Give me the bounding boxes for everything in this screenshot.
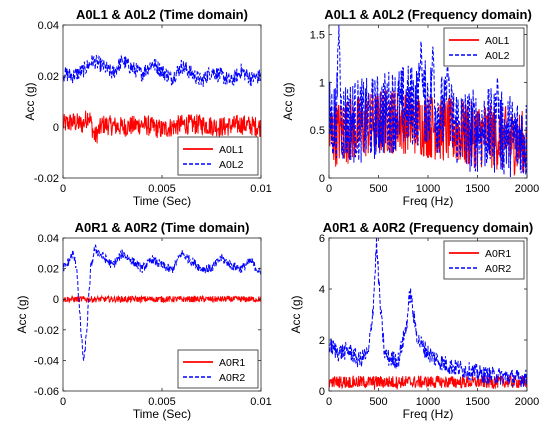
legend: A0R1 A0R2: [177, 349, 259, 389]
y-axis-label: Acc (g): [23, 82, 37, 120]
legend-label-a0l1: A0L1: [219, 144, 244, 156]
x-tick-label: 2000: [515, 396, 539, 408]
legend-label-a0l2: A0L2: [485, 50, 510, 62]
legend-label-a0r2: A0R2: [219, 372, 245, 384]
y-tick-label: 0.5: [310, 125, 325, 137]
y-tick-label: 0: [319, 173, 325, 185]
y-tick-label: 0.04: [38, 233, 59, 245]
series-line-a0r2: [63, 243, 261, 361]
subplot-a0l-frequency: A0L1 & A0L2 (Frequency domain) Freq (Hz)…: [281, 7, 539, 208]
subplot-a0r-time: A0R1 & A0R2 (Time domain) Time (Sec) Acc…: [15, 220, 272, 421]
legend: A0L1 A0L2: [177, 136, 259, 176]
y-axis-label: Acc (g): [15, 295, 29, 333]
y-tick-label: 0: [53, 294, 59, 306]
legend-label-a0l2: A0L2: [219, 159, 244, 171]
x-tick-label: 1500: [465, 396, 489, 408]
x-tick-label: 0: [60, 396, 66, 408]
x-tick-label: 0.01: [250, 183, 271, 195]
x-tick-label: 0: [60, 183, 66, 195]
y-tick-label: 1: [319, 77, 325, 89]
chart-title: A0R1 & A0R2 (Time domain): [75, 220, 250, 235]
x-tick-label: 500: [369, 183, 387, 195]
legend-label-a0r1: A0R1: [219, 357, 245, 369]
y-tick-label: -0.02: [34, 325, 59, 337]
x-tick-label: 2000: [515, 183, 539, 195]
y-tick-label: 0: [53, 122, 59, 134]
x-tick-label: 1500: [465, 183, 489, 195]
series-line-a0r1: [63, 294, 261, 304]
y-tick-label: -0.02: [34, 173, 59, 185]
x-tick-label: 500: [369, 396, 387, 408]
x-tick-label: 1000: [416, 183, 440, 195]
legend-label-a0r1: A0R1: [485, 248, 511, 260]
chart-title: A0L1 & A0L2 (Frequency domain): [324, 7, 532, 22]
x-axis-label: Freq (Hz): [403, 407, 454, 421]
y-tick-label: 0.02: [38, 264, 59, 276]
y-tick-label: 0: [319, 386, 325, 398]
y-tick-label: 1.5: [310, 30, 325, 42]
series-line-a0r1: [329, 374, 527, 390]
legend-box: [177, 136, 259, 176]
series-line-a0l1: [63, 110, 261, 144]
x-axis-label: Freq (Hz): [403, 194, 454, 208]
y-axis-label: Acc (g): [281, 82, 295, 120]
legend-box: [177, 349, 259, 389]
y-tick-label: 4: [319, 284, 325, 296]
y-tick-label: -0.04: [34, 355, 59, 367]
series-line-a0l2: [63, 54, 261, 87]
legend-box: [443, 240, 525, 280]
y-axis-label: Acc (g): [289, 295, 303, 333]
subplot-a0r-frequency: A0R1 & A0R2 (Frequency domain) Freq (Hz)…: [289, 220, 539, 421]
subplot-a0l-time: A0L1 & A0L2 (Time domain) Time (Sec) Acc…: [23, 7, 272, 208]
series-line-a0l2: [329, 25, 527, 178]
y-tick-label: 6: [319, 233, 325, 245]
series-line-a0r2: [329, 238, 527, 388]
y-tick-label: -0.06: [34, 386, 59, 398]
chart-title: A0L1 & A0L2 (Time domain): [76, 7, 248, 22]
y-tick-label: 0.04: [38, 20, 59, 32]
x-tick-label: 0.005: [148, 183, 176, 195]
x-tick-label: 1000: [416, 396, 440, 408]
x-axis-label: Time (Sec): [133, 407, 191, 421]
legend-label-a0r2: A0R2: [485, 263, 511, 275]
x-tick-label: 0.005: [148, 396, 176, 408]
legend: A0R1 A0R2: [443, 240, 525, 280]
y-tick-label: 2: [319, 335, 325, 347]
y-tick-label: 0.02: [38, 71, 59, 83]
legend-box: [443, 27, 525, 67]
legend-label-a0l1: A0L1: [485, 35, 510, 47]
x-axis-label: Time (Sec): [133, 194, 191, 208]
x-tick-label: 0: [326, 396, 332, 408]
x-tick-label: 0: [326, 183, 332, 195]
legend: A0L1 A0L2: [443, 27, 525, 67]
x-tick-label: 0.01: [250, 396, 271, 408]
chart-title: A0R1 & A0R2 (Frequency domain): [323, 220, 533, 235]
